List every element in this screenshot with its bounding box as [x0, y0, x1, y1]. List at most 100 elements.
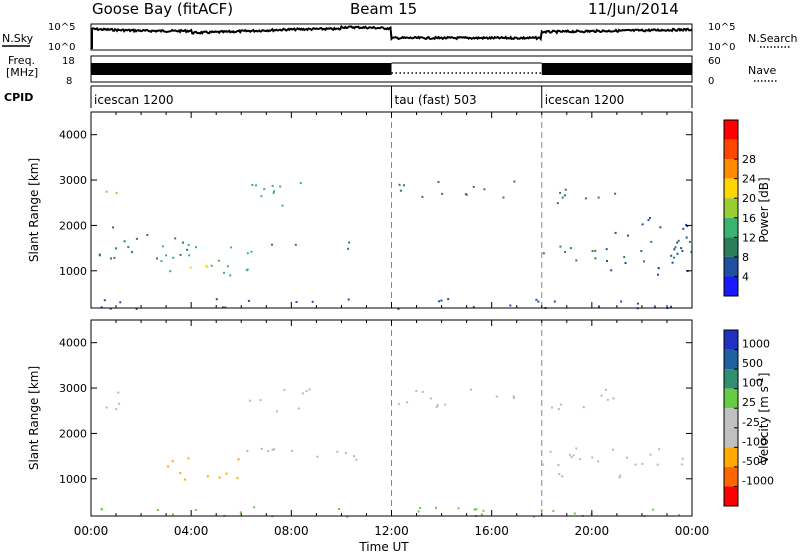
noise-left-tick-top: 10^5	[48, 22, 75, 33]
scatter-cell	[652, 508, 655, 511]
noise-panel-frame	[90, 23, 693, 51]
scatter-cell	[272, 191, 275, 194]
time-tick-label: 16:00	[474, 524, 509, 538]
scatter-cell	[559, 245, 562, 248]
scatter-cell	[623, 256, 626, 259]
scatter-cell	[598, 305, 600, 308]
power-colorbar-tick-label: 4	[742, 270, 749, 283]
scatter-cell	[472, 185, 475, 188]
colorbar-swatch	[724, 427, 738, 448]
cpid-segment-label: tau (fast) 503	[395, 93, 477, 107]
velocity-colorbar-tick-label: 25	[742, 396, 756, 409]
scatter-cell	[415, 390, 418, 392]
scatter-cell	[553, 300, 556, 303]
noise-right-tick-bottom: 10^0	[708, 42, 735, 53]
noise-left-tick-bottom: 10^0	[48, 42, 75, 53]
scatter-cell	[297, 407, 300, 410]
scatter-cell	[552, 510, 555, 513]
scatter-cell	[558, 473, 561, 475]
colorbar-swatch	[724, 237, 738, 257]
scatter-cell	[564, 250, 567, 253]
scatter-cell	[549, 450, 552, 453]
scatter-cell	[680, 247, 683, 250]
power-scatter	[98, 112, 693, 310]
scatter-cell	[542, 252, 545, 255]
scatter-cell	[103, 299, 106, 302]
scatter-cell	[230, 246, 233, 249]
colorbar-frame	[723, 329, 739, 507]
scatter-cell	[399, 189, 402, 192]
scatter-cell	[316, 455, 319, 458]
scatter-cell	[551, 406, 553, 409]
colorbar-swatch	[724, 217, 738, 238]
scatter-cell	[612, 397, 615, 400]
scatter-cell	[135, 237, 138, 240]
scatter-cell	[206, 265, 209, 268]
power-colorbar: 4 8 12 16 20 24 28	[723, 119, 756, 297]
velocity-colorbar-tick-label: 1000	[742, 338, 770, 351]
scatter-cell	[685, 223, 688, 226]
scatter-cell	[123, 240, 126, 243]
scatter-cell	[469, 388, 472, 391]
scatter-cell	[105, 406, 108, 409]
scatter-cell	[584, 197, 587, 200]
scatter-cell	[568, 453, 571, 456]
scatter-cell	[346, 515, 349, 518]
velocity-colorbar-tick-label: -500	[742, 455, 767, 468]
station-title: Goose Bay (fitACF)	[92, 0, 233, 18]
scatter-cell	[403, 184, 405, 187]
scatter-cell	[131, 251, 133, 254]
scatter-cell	[465, 193, 468, 196]
nave-label: Nave	[748, 64, 776, 77]
scatter-cell	[267, 450, 270, 453]
noise-sky-line	[90, 24, 693, 42]
power-colorbar-tick-label: 8	[742, 251, 749, 264]
scatter-cell	[100, 508, 103, 511]
scatter-cell	[657, 267, 660, 270]
scatter-cell	[594, 257, 597, 260]
scatter-cell	[115, 247, 118, 250]
colorbar-swatch	[724, 178, 738, 199]
colorbar-swatch	[724, 466, 738, 487]
scatter-cell	[156, 509, 159, 511]
scatter-cell	[573, 512, 576, 515]
noise-sky-trace	[90, 24, 693, 49]
scatter-cell	[165, 254, 168, 257]
scatter-cell	[347, 298, 350, 301]
scatter-cell	[535, 298, 538, 301]
scatter-cell	[355, 458, 358, 461]
scatter-cell	[421, 195, 424, 198]
scatter-cell	[348, 241, 351, 244]
scatter-cell	[421, 390, 424, 393]
scatter-cell	[512, 397, 515, 400]
scatter-cell	[251, 184, 254, 186]
scatter-cell	[305, 390, 308, 393]
scatter-cell	[582, 406, 585, 409]
freq-trace	[91, 62, 692, 75]
scatter-cell	[115, 191, 118, 194]
scatter-cell	[472, 306, 475, 309]
scatter-cell	[440, 299, 443, 302]
scatter-cell	[533, 515, 536, 518]
scatter-cell	[557, 464, 560, 466]
scatter-cell	[110, 257, 112, 260]
scatter-cell	[194, 508, 197, 511]
scatter-cell	[674, 246, 677, 249]
noise-right-tick-top: 10^5	[708, 22, 735, 33]
scatter-cell	[600, 394, 603, 397]
time-tick-label: 00:00	[74, 524, 109, 538]
scatter-cell	[686, 225, 689, 228]
scatter-cell	[673, 248, 676, 251]
scatter-cell	[512, 395, 515, 398]
scatter-cell	[271, 448, 274, 451]
colorbar-swatch	[724, 408, 738, 428]
scatter-cell	[291, 449, 294, 452]
scatter-cell	[561, 475, 564, 478]
velocity-colorbar-tick-label: -1000	[742, 474, 774, 487]
scatter-cell	[281, 204, 284, 207]
scatter-cell	[347, 247, 350, 250]
scatter-cell	[397, 307, 400, 310]
scatter-cell	[597, 460, 600, 463]
time-tick-label: 12:00	[374, 524, 409, 538]
freq-band-icescan-1	[91, 63, 392, 75]
